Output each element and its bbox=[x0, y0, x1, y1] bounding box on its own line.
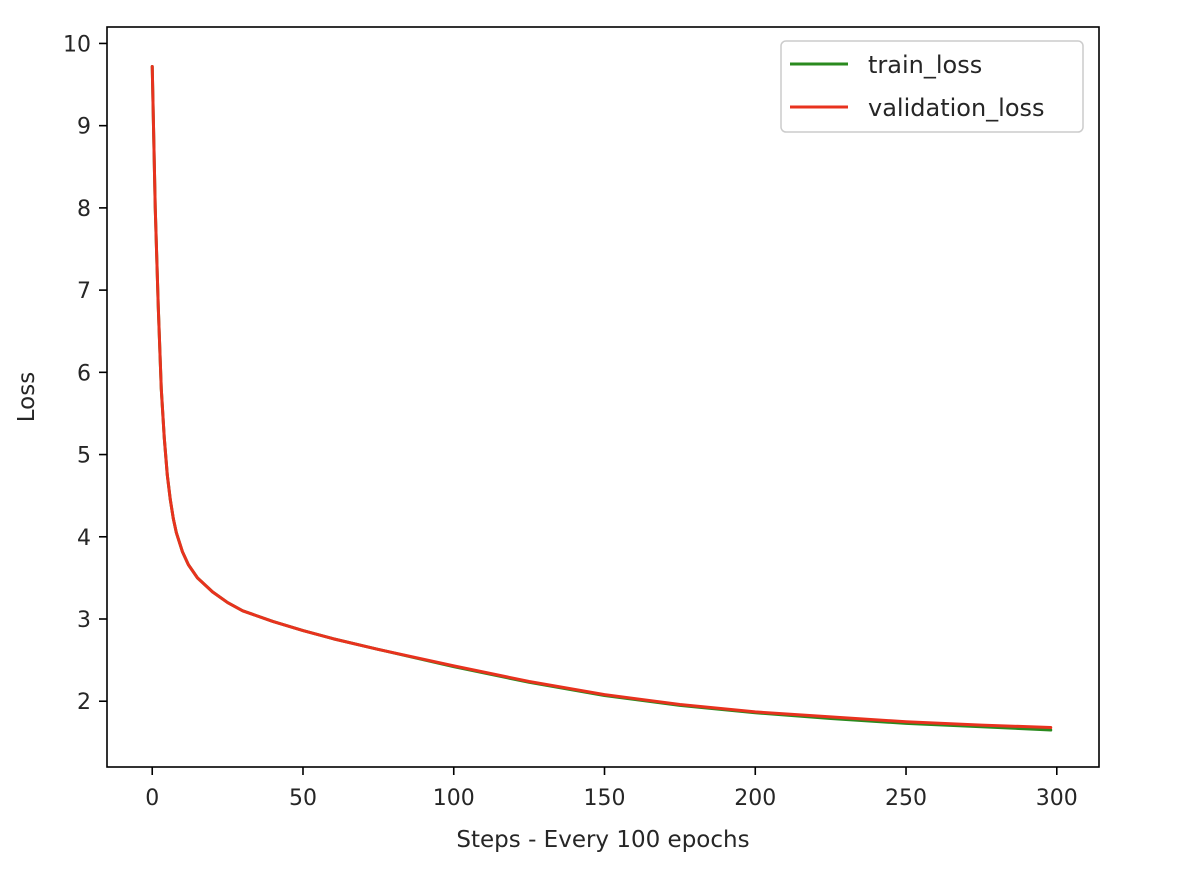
y-axis-ticks: 2 3 4 5 6 7 8 9 10 bbox=[63, 32, 107, 715]
plot-frame bbox=[106, 26, 1100, 768]
x-axis-label: Steps - Every 100 epochs bbox=[456, 827, 749, 853]
y-tick-label: 6 bbox=[77, 361, 91, 386]
x-tick-label: 200 bbox=[734, 786, 776, 811]
y-tick-label: 4 bbox=[77, 526, 91, 551]
legend-label-validation-loss: validation_loss bbox=[868, 94, 1045, 122]
x-tick-label: 50 bbox=[289, 786, 317, 811]
y-axis-label: Loss bbox=[14, 372, 40, 422]
y-tick-label: 9 bbox=[77, 115, 91, 140]
y-tick-label: 10 bbox=[63, 32, 91, 57]
series-layer bbox=[150, 64, 1053, 732]
y-tick-label: 8 bbox=[77, 197, 91, 222]
x-tick-label: 300 bbox=[1036, 786, 1078, 811]
x-tick-label: 150 bbox=[584, 786, 626, 811]
x-axis-ticks: 0 50 100 150 200 250 300 bbox=[145, 767, 1078, 811]
y-tick-label: 3 bbox=[77, 608, 91, 633]
x-tick-label: 0 bbox=[145, 786, 159, 811]
x-tick-label: 100 bbox=[433, 786, 475, 811]
legend: train_loss validation_loss bbox=[780, 40, 1084, 133]
x-tick-label: 250 bbox=[885, 786, 927, 811]
y-tick-label: 5 bbox=[77, 444, 91, 469]
legend-label-train-loss: train_loss bbox=[868, 51, 982, 79]
legend-box bbox=[780, 40, 1084, 133]
y-tick-label: 2 bbox=[77, 690, 91, 715]
y-tick-label: 7 bbox=[77, 279, 91, 304]
series-line-validation-loss bbox=[150, 64, 1053, 730]
